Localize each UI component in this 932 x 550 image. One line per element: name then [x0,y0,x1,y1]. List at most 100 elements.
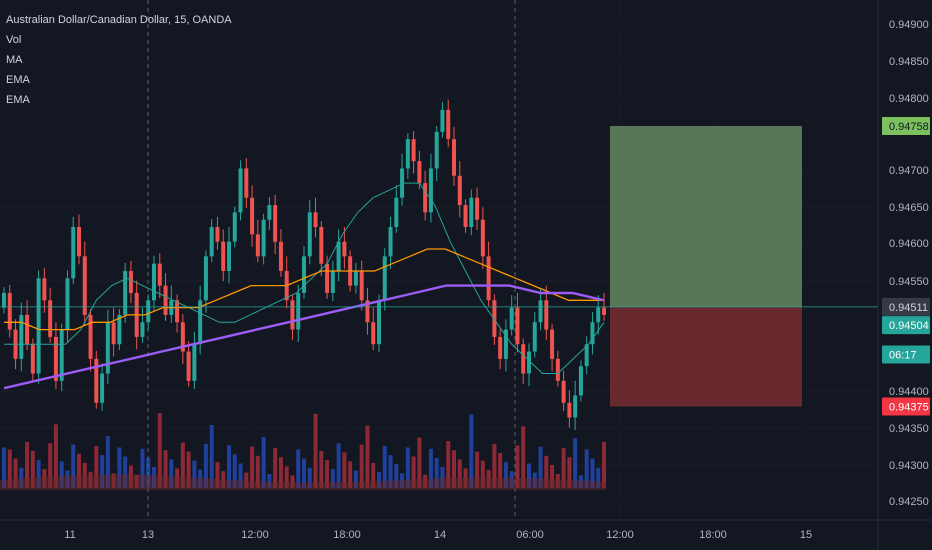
candle-body [555,358,560,381]
candle-body [567,402,572,418]
volume-bar [348,461,353,488]
candle-body [359,270,364,301]
x-tick-label: 18:00 [333,529,361,541]
candle-body [452,139,456,176]
candle-body [602,307,606,315]
volume-bar [307,467,312,488]
candle-body [77,227,81,257]
candle-body [203,256,208,301]
volume-bar [13,458,18,488]
candle-body [463,205,468,228]
candle-body [573,395,578,418]
volume-bar [296,449,301,488]
volume-bar [77,453,81,488]
candle-body [498,336,503,359]
candle-body [319,227,324,264]
volume-bar [94,446,99,488]
volume-bar [19,467,24,488]
volume-bar [359,444,364,488]
volume-bar [573,438,578,488]
candle-body [59,329,64,381]
candle-body [65,278,70,330]
volume-bar [602,441,606,488]
volume-bar [278,457,283,488]
candle-body [19,314,24,359]
volume-bar [290,475,295,488]
stop-price-tag: 0.94375 [889,401,929,413]
candle-body [503,329,508,359]
y-tick-label: 0.94250 [889,496,929,508]
candle-body [509,307,514,330]
candle-body [71,227,76,279]
candle-body [538,300,543,323]
candle-body [117,314,122,345]
volume-bar [336,443,341,488]
candle-body [371,322,376,345]
volume-bar [446,441,451,488]
indicator-ema-1[interactable]: EMA [6,74,30,86]
symbol-title[interactable]: Australian Dollar/Canadian Dollar, 15, O… [6,14,232,26]
candle-body [486,256,491,301]
volume-group [0,413,606,490]
volume-bar [417,437,422,488]
x-tick-label: 12:00 [606,529,634,541]
volume-bar [515,445,520,488]
candle-body [186,351,191,381]
candle-body [411,139,416,162]
volume-bar [457,459,462,488]
candle-body [446,109,451,140]
candle-body [394,197,399,228]
volume-bar [428,448,433,488]
volume-bar [330,469,335,488]
candle-body [532,322,537,352]
candle-body [100,373,105,403]
indicator-ema-2[interactable]: EMA [6,94,30,106]
candle-body [157,263,162,286]
candle-body [469,197,474,228]
last-price-tag: 0.94504 [889,320,929,332]
chart-legend: Australian Dollar/Canadian Dollar, 15, O… [6,10,232,110]
volume-bar [480,460,485,488]
volume-bar [169,459,174,488]
volume-bar [284,466,289,488]
candle-body [307,212,312,257]
x-tick-label: 13 [142,529,154,541]
y-tick-label: 0.94850 [889,56,929,68]
candle-body [302,256,306,293]
current-price-tag-bg [882,297,930,316]
volume-bar [567,457,572,488]
volume-bar [313,413,318,488]
candle-body [417,161,422,184]
candle-body [53,336,58,381]
candle-body [128,270,133,293]
volume-bar [394,464,399,488]
indicator-vol[interactable]: Vol [6,34,22,46]
candle-body [42,278,47,301]
candle-body [209,227,214,257]
y-tick-label: 0.94700 [889,165,929,177]
volume-bar [550,464,555,488]
candle-body [175,300,180,323]
volume-bar [146,457,151,488]
candle-body [2,292,6,308]
candle-body [365,300,370,323]
stop-price-tag-bg [882,397,930,416]
candle-body [475,197,480,220]
candle-body [7,292,12,330]
candle-body [400,168,405,198]
candle-body [227,241,231,271]
volume-bar [440,467,445,488]
volume-bar [371,462,376,488]
candle-body [278,241,283,271]
indicator-ma[interactable]: MA [6,54,23,66]
volume-bar [180,442,185,488]
candle-body [336,241,341,271]
volume-bar [157,413,162,488]
volume-bar [434,457,439,488]
volume-bar [377,471,381,488]
candle-body [296,292,301,330]
candle-body [244,168,249,198]
volume-bar [388,455,393,488]
candle-body [388,227,393,257]
